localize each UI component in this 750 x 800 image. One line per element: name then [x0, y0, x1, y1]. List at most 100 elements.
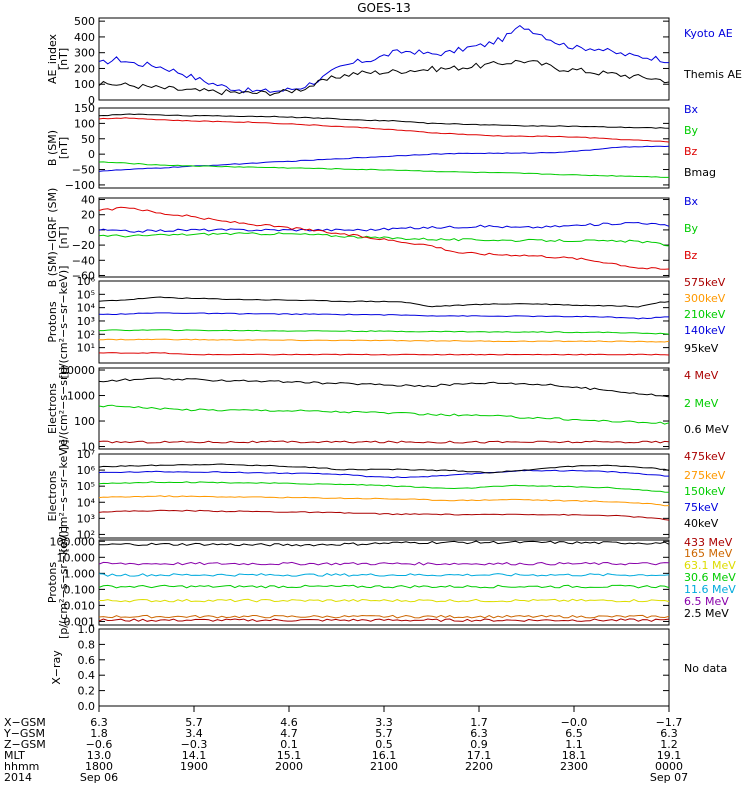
legend-label: 75keV: [684, 501, 719, 514]
x-tick-value: 1.2: [660, 738, 678, 751]
series-line-protons_mev-0: [98, 618, 670, 622]
y-tick-label: 10: [81, 441, 95, 454]
y-tick-label: 500: [74, 15, 95, 28]
y-tick-label: 1000: [67, 390, 95, 403]
y-tick-label: 0.4: [78, 669, 96, 682]
series-line-electrons_mev-0: [98, 440, 670, 444]
x-tick-value: 14.1: [182, 749, 207, 762]
x-tick-value: −0.3: [181, 738, 208, 751]
y-axis-label: Protons: [46, 301, 59, 342]
series-line-b_sm-2: [98, 117, 670, 143]
x-tick-value: −1.7: [656, 716, 683, 729]
x-tick-value: 3.3: [375, 716, 393, 729]
panel-frame: [98, 539, 670, 626]
legend-label: 2 MeV: [684, 397, 719, 410]
legend-label: 140keV: [684, 324, 726, 337]
y-tick-label: 10⁴: [77, 302, 96, 315]
legend-label: 433 MeV: [684, 536, 733, 549]
legend-label: Bmag: [684, 166, 716, 179]
legend-label: 95keV: [684, 342, 719, 355]
y-axis-label: [nT]: [57, 137, 70, 159]
y-axis-label: Protons: [46, 562, 59, 603]
series-line-protons_lo-4: [98, 296, 670, 308]
series-line-protons_lo-0: [98, 352, 670, 356]
x-tick-value: 0000: [655, 760, 683, 773]
y-tick-label: 0.8: [78, 638, 96, 651]
y-tick-label: 200: [74, 62, 95, 75]
x-tick-value: 0.5: [375, 738, 393, 751]
x-axis-table: X−GSMY−GSMZ−GSMMLThhmm20146.31.8−0.613.0…: [3, 706, 688, 784]
legend-label: 4 MeV: [684, 369, 719, 382]
legend-label: Bx: [684, 103, 699, 116]
y-tick-label: 0.010: [64, 599, 96, 612]
y-tick-label: 10⁵: [77, 480, 95, 493]
legend-label: 210keV: [684, 308, 726, 321]
y-tick-label: 10²: [77, 528, 95, 541]
panel-frame: [98, 628, 670, 707]
x-tick-value: 2300: [560, 760, 588, 773]
legend-label: 0.6 MeV: [684, 423, 729, 436]
legend-label: By: [684, 124, 699, 137]
x-tick-value: −0.6: [86, 738, 113, 751]
legend-label: 63.1 MeV: [684, 559, 736, 572]
legend-label: 150keV: [684, 485, 726, 498]
y-tick-label: 20: [81, 209, 95, 222]
legend-label: 300keV: [684, 292, 726, 305]
legend-label: Themis AE: [683, 68, 742, 81]
x-tick-value: 6.3: [660, 727, 678, 740]
x-row-label: X−GSM: [4, 716, 46, 729]
panel-frame: [98, 453, 670, 539]
y-tick-label: −100: [65, 179, 95, 192]
y-tick-label: 100: [74, 78, 95, 91]
y-tick-label: 10⁶: [77, 275, 96, 288]
y-tick-label: 100.000: [50, 535, 96, 548]
series-line-b_sm-0: [98, 145, 670, 172]
x-tick-value: 19.1: [657, 749, 682, 762]
legend-label: Kyoto AE: [684, 27, 733, 40]
x-tick-value: 1900: [180, 760, 208, 773]
y-axis-label: Electrons: [46, 470, 59, 521]
y-axis-label: Electrons: [46, 383, 59, 434]
x-tick-value: Sep 07: [650, 771, 688, 784]
series-line-b_igrf-1: [98, 232, 670, 247]
x-tick-value: 0.1: [280, 738, 298, 751]
x-tick-value: 6.3: [470, 727, 488, 740]
y-tick-label: 100: [74, 415, 95, 428]
x-tick-value: 1800: [85, 760, 113, 773]
panel-protons_mev: 0.001 0.010 0.100 1.000 10.000 100.000 Protons…: [46, 526, 736, 639]
series-line-electrons_mev-2: [98, 377, 670, 398]
x-tick-value: 4.6: [280, 716, 298, 729]
series-line-electrons_kev-4: [98, 463, 670, 474]
y-axis-label: AE_index: [46, 33, 59, 84]
x-tick-value: 2100: [370, 760, 398, 773]
y-tick-label: 0: [88, 224, 95, 237]
y-axis-label: [e/(cm²−s−sr−keV)]: [57, 440, 70, 553]
y-tick-label: 0.100: [64, 583, 96, 596]
series-line-b_igrf-0: [98, 221, 670, 233]
series-line-ae-1: [98, 59, 670, 97]
y-axis-label: [nT]: [57, 226, 70, 248]
series-line-protons_mev-6: [99, 540, 670, 547]
series-line-b_sm-1: [98, 161, 669, 178]
series-line-protons_mev-2: [99, 598, 670, 603]
y-tick-label: 10²: [77, 328, 95, 341]
y-axis-label: B (SM): [46, 130, 59, 166]
legend-label: 40keV: [684, 517, 719, 530]
x-tick-value: 16.1: [372, 749, 397, 762]
y-tick-label: 40: [81, 194, 95, 207]
legend-label: 275keV: [684, 469, 726, 482]
x-tick-value: 2000: [275, 760, 303, 773]
series-line-protons_mev-1: [98, 614, 670, 619]
series-line-electrons_kev-1: [98, 495, 670, 507]
legend-label: Bz: [684, 145, 698, 158]
y-tick-label: 0.2: [78, 685, 96, 698]
y-tick-label: 150: [74, 102, 95, 115]
y-tick-label: −50: [72, 164, 95, 177]
x-row-label: 2014: [4, 771, 32, 784]
series-line-b_igrf-2: [98, 206, 670, 270]
y-tick-label: −60: [72, 269, 95, 282]
series-line-protons_mev-4: [98, 573, 670, 577]
y-tick-label: 0.0: [78, 700, 96, 713]
series-line-b_sm-3: [98, 113, 670, 129]
